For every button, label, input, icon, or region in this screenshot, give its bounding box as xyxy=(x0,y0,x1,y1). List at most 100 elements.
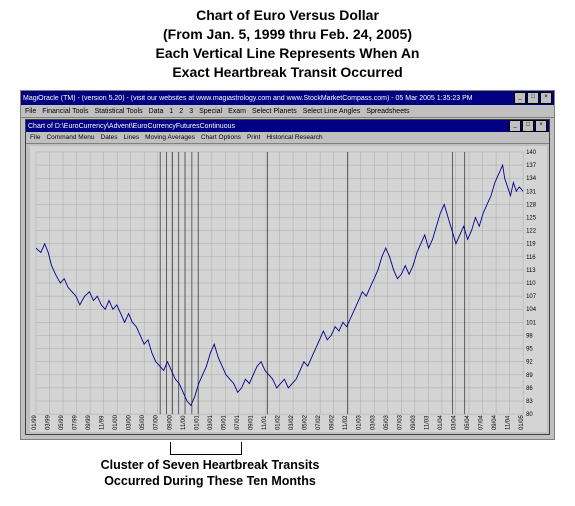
svg-text:03/00: 03/00 xyxy=(127,414,133,430)
svg-text:03/03: 03/03 xyxy=(370,414,376,430)
svg-text:11/02: 11/02 xyxy=(343,415,349,430)
menu-item[interactable]: Chart Options xyxy=(201,134,241,141)
svg-text:01/03: 01/03 xyxy=(357,414,363,430)
svg-text:07/00: 07/00 xyxy=(154,414,160,430)
svg-text:86: 86 xyxy=(526,386,533,392)
outer-menubar: File Financial Tools Statistical Tools Data… xyxy=(21,105,554,118)
svg-text:131: 131 xyxy=(526,189,537,195)
outer-window-title: MagiOracle (TM) - (version 5.20) - (visi… xyxy=(23,95,473,102)
menu-item[interactable]: 1 xyxy=(169,108,173,115)
svg-text:80: 80 xyxy=(526,412,533,418)
chart-plot: 1401371341311281251221191161131101071041… xyxy=(30,146,547,432)
inner-titlebar: Chart of D:\EuroCurrency\Advent\EuroCurr… xyxy=(26,120,549,132)
svg-text:05/03: 05/03 xyxy=(384,414,390,430)
maximize-button[interactable]: □ xyxy=(527,92,539,104)
svg-text:89: 89 xyxy=(526,373,533,379)
svg-text:11/03: 11/03 xyxy=(424,415,430,430)
svg-text:07/02: 07/02 xyxy=(316,414,322,430)
chart-heading: Chart of Euro Versus Dollar (From Jan. 5… xyxy=(0,0,575,82)
menu-item[interactable]: Lines xyxy=(124,134,140,141)
svg-text:113: 113 xyxy=(526,268,536,274)
cluster-line-2: Occurred During These Ten Months xyxy=(60,474,360,490)
svg-text:01/02: 01/02 xyxy=(276,414,282,430)
menu-item[interactable]: 3 xyxy=(189,108,193,115)
maximize-button[interactable]: □ xyxy=(522,120,534,132)
menu-item[interactable]: Special xyxy=(199,108,222,115)
svg-text:11/99: 11/99 xyxy=(100,415,106,430)
menu-item[interactable]: File xyxy=(30,134,40,141)
menu-item[interactable]: 2 xyxy=(179,108,183,115)
cluster-caption: Cluster of Seven Heartbreak Transits Occ… xyxy=(60,458,360,489)
menu-item[interactable]: Statistical Tools xyxy=(94,108,142,115)
heading-line-3: Each Vertical Line Represents When An xyxy=(0,44,575,63)
svg-text:03/01: 03/01 xyxy=(208,414,214,430)
menu-item[interactable]: Select Line Angles xyxy=(303,108,361,115)
app-window: MagiOracle (TM) - (version 5.20) - (visi… xyxy=(20,90,555,440)
svg-text:95: 95 xyxy=(526,347,533,353)
svg-text:05/04: 05/04 xyxy=(465,414,471,430)
chart-window: Chart of D:\EuroCurrency\Advent\EuroCurr… xyxy=(25,119,550,435)
menu-item[interactable]: Dates xyxy=(101,134,118,141)
svg-text:01/05: 01/05 xyxy=(519,414,525,430)
svg-text:07/03: 07/03 xyxy=(397,414,403,430)
svg-text:09/01: 09/01 xyxy=(248,414,254,430)
cluster-bracket xyxy=(170,442,242,455)
cluster-line-1: Cluster of Seven Heartbreak Transits xyxy=(60,458,360,474)
svg-text:01/01: 01/01 xyxy=(194,414,200,430)
svg-text:07/99: 07/99 xyxy=(73,414,79,430)
menu-item[interactable]: Command Menu xyxy=(46,134,94,141)
svg-text:05/99: 05/99 xyxy=(59,414,65,430)
svg-text:122: 122 xyxy=(526,229,537,235)
svg-text:03/02: 03/02 xyxy=(289,414,295,430)
svg-text:05/00: 05/00 xyxy=(140,414,146,430)
svg-text:107: 107 xyxy=(526,294,537,300)
svg-text:134: 134 xyxy=(526,176,537,182)
svg-text:137: 137 xyxy=(526,163,537,169)
menu-item[interactable]: Financial Tools xyxy=(42,108,88,115)
heading-line-1: Chart of Euro Versus Dollar xyxy=(0,6,575,25)
svg-text:09/03: 09/03 xyxy=(411,414,417,430)
svg-text:05/02: 05/02 xyxy=(303,414,309,430)
svg-text:01/04: 01/04 xyxy=(438,414,444,430)
inner-menubar: File Command Menu Dates Lines Moving Average… xyxy=(26,132,549,144)
heading-line-2: (From Jan. 5, 1999 thru Feb. 24, 2005) xyxy=(0,25,575,44)
svg-text:01/99: 01/99 xyxy=(32,414,38,430)
minimize-button[interactable]: _ xyxy=(514,92,526,104)
menu-item[interactable]: Exam xyxy=(228,108,246,115)
svg-text:101: 101 xyxy=(526,320,537,326)
svg-text:98: 98 xyxy=(526,333,533,339)
outer-titlebar: MagiOracle (TM) - (version 5.20) - (visi… xyxy=(21,91,554,105)
svg-text:11/04: 11/04 xyxy=(506,415,512,430)
svg-text:125: 125 xyxy=(526,215,537,221)
svg-text:03/04: 03/04 xyxy=(451,414,457,430)
menu-item[interactable]: Spreadsheets xyxy=(366,108,409,115)
svg-text:03/99: 03/99 xyxy=(45,414,51,430)
svg-text:83: 83 xyxy=(526,399,533,405)
svg-text:128: 128 xyxy=(526,202,537,208)
svg-text:05/01: 05/01 xyxy=(221,414,227,430)
svg-text:104: 104 xyxy=(526,307,537,313)
svg-text:140: 140 xyxy=(526,150,537,156)
svg-text:11/00: 11/00 xyxy=(181,415,187,430)
svg-text:01/00: 01/00 xyxy=(113,414,119,430)
menu-item[interactable]: Historical Research xyxy=(266,134,322,141)
svg-text:92: 92 xyxy=(526,360,533,366)
svg-text:09/02: 09/02 xyxy=(330,414,336,430)
menu-item[interactable]: File xyxy=(25,108,36,115)
minimize-button[interactable]: _ xyxy=(509,120,521,132)
svg-text:110: 110 xyxy=(526,281,536,287)
svg-text:07/01: 07/01 xyxy=(235,414,241,430)
close-button[interactable]: × xyxy=(540,92,552,104)
inner-window-title: Chart of D:\EuroCurrency\Advent\EuroCurr… xyxy=(28,123,235,130)
svg-text:09/04: 09/04 xyxy=(492,414,498,430)
svg-text:09/99: 09/99 xyxy=(86,414,92,430)
heading-line-4: Exact Heartbreak Transit Occurred xyxy=(0,63,575,82)
svg-text:07/04: 07/04 xyxy=(479,414,485,430)
svg-text:116: 116 xyxy=(526,255,536,261)
menu-item[interactable]: Data xyxy=(149,108,164,115)
menu-item[interactable]: Select Planets xyxy=(252,108,297,115)
svg-text:09/00: 09/00 xyxy=(167,414,173,430)
close-button[interactable]: × xyxy=(535,120,547,132)
menu-item[interactable]: Moving Averages xyxy=(145,134,195,141)
menu-item[interactable]: Print xyxy=(247,134,260,141)
